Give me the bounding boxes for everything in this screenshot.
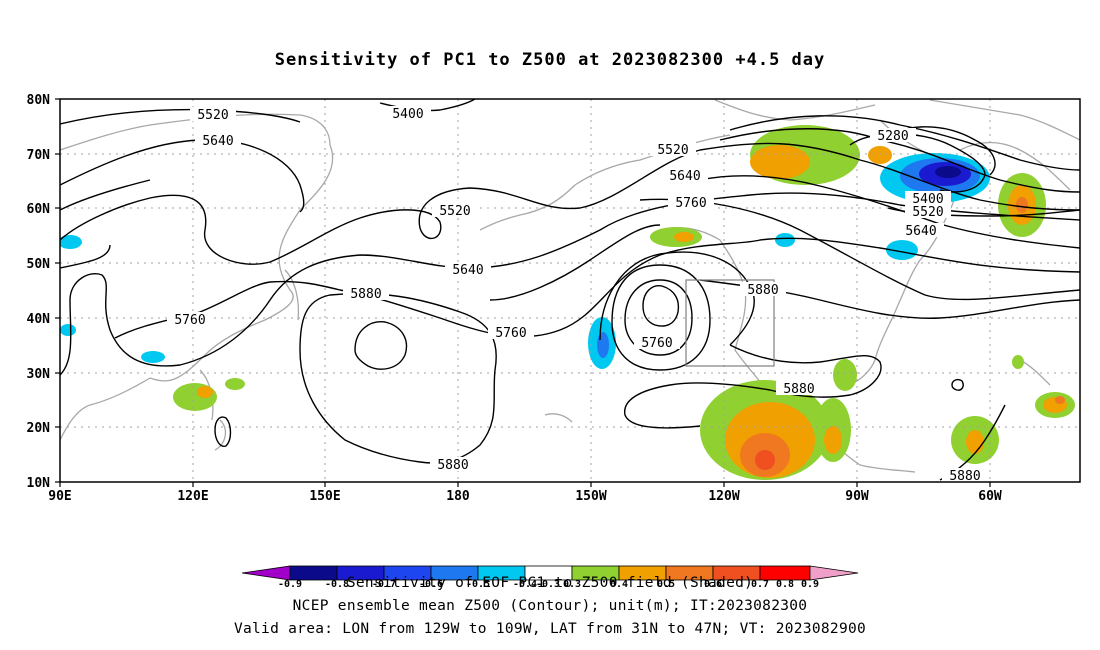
lat-tick-label: 10N	[27, 476, 51, 491]
svg-text:0.5: 0.5	[657, 579, 675, 590]
svg-text:5880: 5880	[949, 469, 980, 484]
lat-tick-labels: 80N 70N 60N 50N 40N 30N 20N 10N	[27, 93, 51, 491]
svg-text:5880: 5880	[437, 458, 468, 473]
svg-text:5400: 5400	[392, 107, 423, 122]
lat-tick-label: 80N	[27, 93, 51, 108]
gridlines	[60, 99, 1080, 482]
svg-text:5880: 5880	[350, 287, 381, 302]
contour-label: 5640	[445, 262, 491, 278]
svg-text:5760: 5760	[174, 313, 205, 328]
svg-text:5760: 5760	[495, 326, 526, 341]
svg-text:5880: 5880	[783, 382, 814, 397]
lat-tick-label: 20N	[27, 421, 51, 436]
contour-label: 5640	[662, 168, 708, 184]
sensitivity-shading	[60, 125, 1075, 480]
svg-text:-0.7: -0.7	[372, 579, 396, 590]
svg-text:0.6: 0.6	[704, 579, 722, 590]
shading-negative	[60, 153, 990, 369]
svg-text:0.8: 0.8	[776, 579, 794, 590]
tick-marks	[55, 98, 991, 487]
svg-text:-0.6: -0.6	[419, 579, 443, 590]
valid-area-box	[685, 279, 775, 367]
svg-text:5640: 5640	[202, 134, 233, 149]
contour-label: 5880	[776, 381, 822, 397]
contour-label: 5760	[668, 195, 714, 211]
plot-frame	[59, 98, 1081, 483]
lon-tick-label: 150E	[309, 489, 340, 504]
lat-tick-label: 70N	[27, 148, 51, 163]
lon-tick-label: 90E	[48, 489, 71, 504]
contour-label: 5880	[430, 457, 476, 473]
contour-label: 5280	[870, 128, 916, 144]
svg-text:-0.9: -0.9	[278, 579, 302, 590]
lat-tick-label: 40N	[27, 312, 51, 327]
svg-text:0.9: 0.9	[801, 579, 819, 590]
lon-tick-label: 120E	[177, 489, 208, 504]
svg-text:5760: 5760	[641, 336, 672, 351]
contour-label: 5520	[905, 204, 951, 220]
contour-label: 5520	[432, 203, 478, 219]
svg-text:5400: 5400	[912, 192, 943, 207]
colorbar: -0.9 -0.8 -0.7 -0.6 -0.5 -0.4 -0.3 0.3 0…	[241, 565, 859, 590]
contour-label: 5760	[167, 312, 213, 328]
contour-label: 5400	[905, 191, 951, 207]
contour-label: 5520	[650, 142, 696, 158]
svg-text:5280: 5280	[877, 129, 908, 144]
colorbar-max-arrow	[809, 565, 859, 581]
svg-text:-0.3: -0.3	[536, 579, 560, 590]
shading-positive	[173, 125, 1075, 480]
svg-text:5520: 5520	[439, 204, 470, 219]
svg-text:-0.4: -0.4	[513, 579, 537, 590]
svg-text:0.7: 0.7	[751, 579, 769, 590]
svg-text:0.3: 0.3	[563, 579, 581, 590]
contour-label: 5760	[634, 335, 680, 351]
lat-tick-label: 50N	[27, 257, 51, 272]
svg-text:5520: 5520	[197, 108, 228, 123]
contour-label: 5880	[343, 286, 389, 302]
svg-text:-0.5: -0.5	[466, 579, 490, 590]
svg-text:5640: 5640	[905, 224, 936, 239]
caption-contour: NCEP ensemble mean Z500 (Contour); unit(…	[292, 598, 808, 614]
svg-text:5880: 5880	[747, 283, 778, 298]
contour-label: 5880	[740, 282, 786, 298]
contour-label: 5640	[195, 133, 241, 149]
lon-tick-label: 120W	[708, 489, 739, 504]
svg-text:0.4: 0.4	[610, 579, 628, 590]
contour-label: 5880	[942, 468, 988, 484]
svg-text:5760: 5760	[675, 196, 706, 211]
contour-label: 5520	[190, 107, 236, 123]
map-title: Sensitivity of PC1 to Z500 at 2023082300…	[274, 50, 826, 70]
contour-label: 5400	[385, 106, 431, 122]
lon-tick-label: 60W	[978, 489, 1002, 504]
svg-text:5640: 5640	[452, 263, 483, 278]
contour-labels: 5520 5400 5640 5520 5280 5520 5640 5760 …	[167, 106, 988, 484]
colorbar-labels: -0.9 -0.8 -0.7 -0.6 -0.5 -0.4 -0.3 0.3 0…	[278, 579, 819, 590]
lon-tick-label: 90W	[845, 489, 869, 504]
svg-text:5640: 5640	[669, 169, 700, 184]
svg-text:5520: 5520	[912, 205, 943, 220]
contour-label: 5760	[488, 325, 534, 341]
caption-valid-area: Valid area: LON from 129W to 109W, LAT f…	[233, 621, 867, 637]
svg-text:5520: 5520	[657, 143, 688, 158]
svg-text:-0.8: -0.8	[325, 579, 349, 590]
caption-shading: Sensitivity of EOF PC1 to Z500 field (Sh…	[346, 575, 754, 591]
lon-tick-labels: 90E 120E 150E 180 150W 120W 90W 60W	[48, 489, 1002, 504]
lat-tick-label: 30N	[27, 367, 51, 382]
lon-tick-label: 150W	[575, 489, 606, 504]
lon-tick-label: 180	[446, 489, 470, 504]
lat-tick-label: 60N	[27, 202, 51, 217]
contour-label: 5640	[898, 223, 944, 239]
